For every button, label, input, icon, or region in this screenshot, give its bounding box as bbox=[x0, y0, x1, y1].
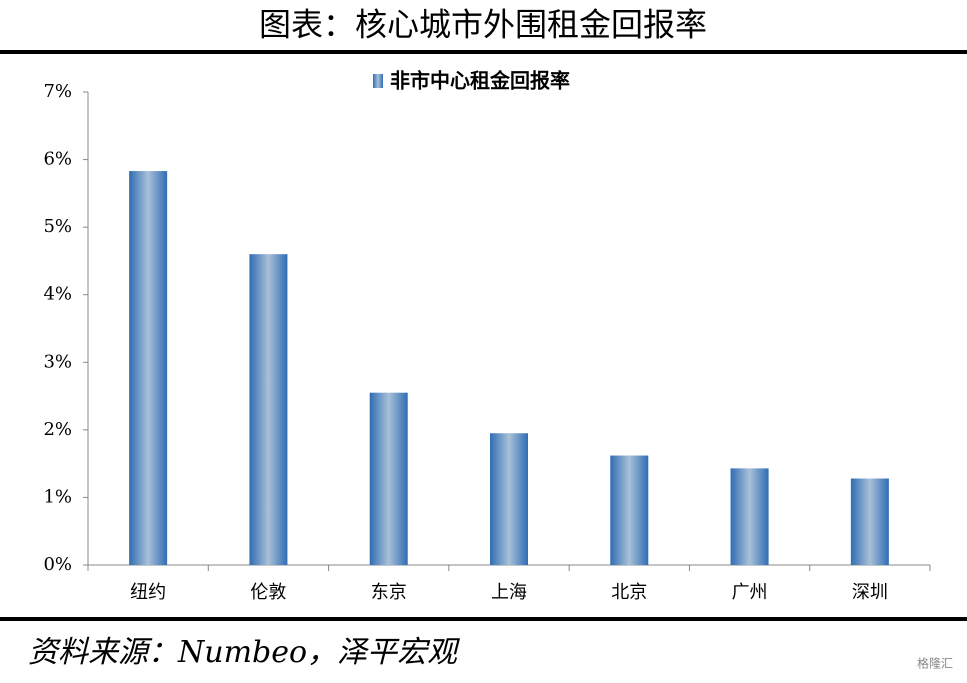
bar bbox=[610, 455, 649, 565]
y-tick-label: 2% bbox=[43, 419, 72, 440]
bar bbox=[490, 433, 528, 565]
bar bbox=[249, 254, 288, 565]
y-tick-label: 3% bbox=[43, 351, 72, 372]
y-tick-label: 6% bbox=[43, 149, 72, 170]
x-tick-label: 东京 bbox=[371, 582, 407, 603]
source-note: 资料来源：Numbeo，泽平宏观 bbox=[28, 635, 460, 670]
x-tick-label: 伦敦 bbox=[250, 582, 286, 603]
x-tick-label: 上海 bbox=[491, 582, 527, 603]
legend-label: 非市中心租金回报率 bbox=[390, 69, 570, 93]
x-tick-label: 北京 bbox=[611, 582, 647, 603]
bar bbox=[850, 478, 889, 565]
y-tick-label: 5% bbox=[43, 216, 72, 237]
legend-swatch bbox=[373, 74, 383, 88]
y-tick-label: 1% bbox=[43, 486, 72, 507]
x-tick-label: 深圳 bbox=[852, 582, 888, 603]
bar bbox=[369, 392, 408, 565]
y-tick-label: 0% bbox=[43, 554, 72, 575]
y-tick-label: 7% bbox=[43, 81, 72, 102]
x-tick-label: 广州 bbox=[732, 582, 768, 603]
x-tick-label: 纽约 bbox=[130, 582, 166, 603]
title-rule bbox=[0, 50, 967, 54]
chart-title: 图表：核心城市外围租金回报率 bbox=[259, 6, 707, 44]
y-tick-label: 4% bbox=[43, 284, 72, 305]
bar bbox=[730, 468, 769, 565]
source-rule bbox=[0, 617, 967, 621]
watermark: 格隆汇 bbox=[917, 656, 953, 671]
bar bbox=[129, 171, 168, 565]
